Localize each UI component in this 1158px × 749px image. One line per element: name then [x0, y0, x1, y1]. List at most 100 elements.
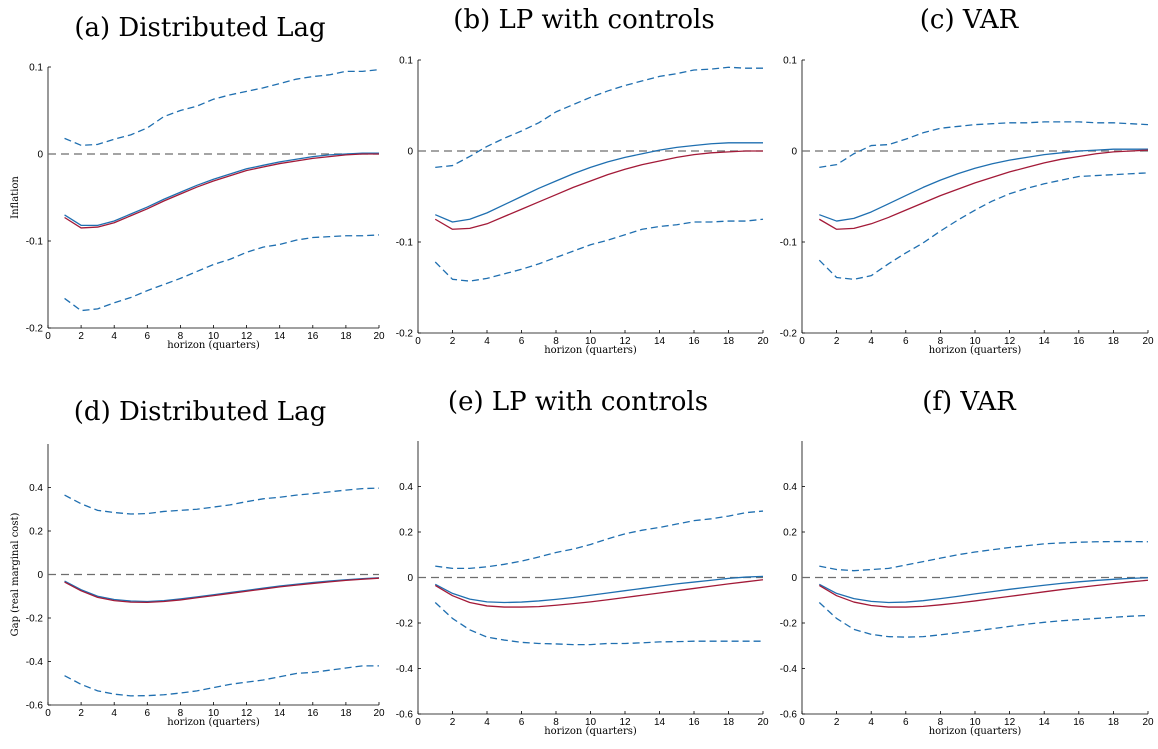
panel-1: (a) Distributed Lag 0 2 4 6 8 10 12 14 16 18 20 -0.2…	[10, 13, 385, 351]
confidence-band-line-3	[435, 510, 764, 570]
x-tick-label: 18	[340, 708, 352, 719]
y-tick-label: 0	[791, 573, 797, 584]
x-tick-label: 16	[307, 708, 319, 719]
y-tick-label: 0.1	[399, 56, 413, 67]
impulse-response-line-1	[434, 142, 763, 223]
x-tick-label: 10	[585, 717, 597, 728]
panel-2: (b) LP with controls 0 2 4 6 8 10 12 14 16 18 20 -0.…	[396, 5, 769, 356]
confidence-band-line-3	[64, 68, 380, 146]
impulse-response-line-1	[819, 148, 1148, 222]
y-tick-label: 0	[791, 147, 797, 158]
x-tick-label: 14	[654, 717, 666, 728]
confidence-band-line-4	[64, 665, 379, 697]
x-tick-label: 2	[450, 717, 456, 728]
x-tick-label: 10	[585, 336, 597, 347]
x-tick-label: 18	[340, 331, 352, 342]
y-tick-label: -0.2	[26, 324, 44, 335]
y-tick-label: 0.4	[783, 482, 797, 493]
x-tick-label: 2	[78, 331, 84, 342]
x-tick-label: 4	[868, 717, 874, 728]
x-tick-label: 18	[723, 336, 735, 347]
panel-title: (e) LP with controls	[448, 387, 708, 417]
x-tick-label: 12	[619, 717, 631, 728]
x-tick-label: 4	[484, 336, 490, 347]
x-tick-label: 14	[274, 331, 286, 342]
y-tick-label: -0.1	[780, 238, 798, 249]
x-tick-label: 6	[903, 336, 909, 347]
impulse-response-line-2	[818, 149, 1149, 230]
x-axis-label: horizon (quarters)	[167, 717, 260, 728]
y-tick-label: -0.2	[780, 329, 798, 340]
x-tick-label: 16	[307, 331, 319, 342]
x-tick-label: 18	[1108, 336, 1120, 347]
panel-title: (d) Distributed Lag	[74, 397, 326, 427]
panel-3: (c) VAR 0 2 4 6 8 10 12 14 16 18 20 -0.2 -0.1 0 0.1 hori…	[780, 5, 1154, 356]
x-tick-label: 20	[757, 336, 769, 347]
confidence-band-line-4	[434, 602, 763, 646]
x-tick-label: 2	[450, 336, 456, 347]
y-axis-label: Inflation	[10, 176, 21, 219]
impulse-response-line-1	[64, 152, 379, 226]
x-tick-label: 0	[415, 717, 421, 728]
panel-title: (b) LP with controls	[453, 5, 714, 35]
x-tick-label: 14	[1039, 336, 1051, 347]
x-tick-label: 0	[45, 708, 51, 719]
y-tick-label: 0	[407, 147, 413, 158]
impulse-response-line-2	[434, 579, 764, 608]
y-tick-label: 0.2	[399, 528, 413, 539]
x-tick-label: 2	[78, 708, 84, 719]
impulse-response-line-2	[434, 150, 763, 230]
y-tick-label: -0.1	[396, 238, 414, 249]
x-tick-label: 8	[178, 331, 184, 342]
x-tick-label: 8	[938, 717, 944, 728]
x-tick-label: 14	[654, 336, 666, 347]
y-tick-label: -0.6	[26, 701, 44, 712]
x-tick-label: 6	[145, 708, 151, 719]
x-axis-label: horizon (quarters)	[544, 726, 637, 737]
y-tick-label: -0.6	[396, 710, 414, 721]
x-axis-label: horizon (quarters)	[929, 345, 1022, 356]
panel-4: (d) Distributed Lag 0 2 4 6 8 10 12 14 16 18 20 -0.6…	[10, 397, 385, 728]
impulse-response-line-1	[818, 577, 1149, 604]
confidence-band-line-3	[819, 121, 1149, 169]
x-tick-label: 8	[553, 717, 559, 728]
y-tick-label: 0	[37, 570, 43, 581]
x-tick-label: 6	[519, 336, 525, 347]
x-tick-label: 0	[799, 717, 805, 728]
y-tick-label: -0.2	[396, 329, 414, 340]
x-tick-label: 10	[208, 708, 220, 719]
x-tick-label: 10	[969, 336, 981, 347]
confidence-band-line-4	[434, 218, 764, 282]
y-tick-label: -0.4	[780, 664, 798, 675]
y-tick-label: -0.4	[396, 664, 414, 675]
x-tick-label: 14	[274, 708, 286, 719]
x-tick-label: 6	[903, 717, 909, 728]
x-tick-label: 16	[1073, 717, 1085, 728]
panel-title: (f) VAR	[922, 387, 1017, 417]
x-tick-label: 10	[969, 717, 981, 728]
impulse-response-line-2	[64, 577, 380, 603]
confidence-band-line-4	[64, 234, 380, 312]
y-tick-label: -0.2	[26, 614, 44, 625]
y-tick-label: -0.1	[26, 237, 44, 248]
y-tick-label: 0.1	[783, 56, 797, 67]
x-tick-label: 10	[208, 331, 220, 342]
x-tick-label: 2	[834, 336, 840, 347]
x-tick-label: 8	[178, 708, 184, 719]
y-tick-label: 0	[407, 573, 413, 584]
x-tick-label: 4	[868, 336, 874, 347]
x-tick-label: 12	[1004, 336, 1016, 347]
x-tick-label: 8	[553, 336, 559, 347]
x-tick-label: 12	[619, 336, 631, 347]
x-tick-label: 12	[241, 331, 253, 342]
x-tick-label: 12	[241, 708, 253, 719]
x-tick-label: 12	[1004, 717, 1016, 728]
x-tick-label: 16	[688, 717, 700, 728]
y-tick-label: 0	[37, 150, 43, 161]
impulse-response-line-2	[64, 153, 379, 229]
x-tick-label: 0	[45, 331, 51, 342]
x-tick-label: 20	[373, 708, 385, 719]
y-tick-label: -0.2	[780, 619, 798, 630]
x-tick-label: 14	[1039, 717, 1051, 728]
